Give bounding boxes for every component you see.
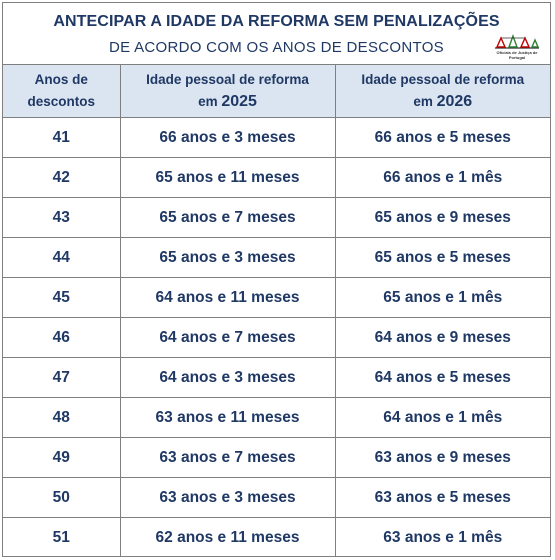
cell-years: 43 xyxy=(3,197,121,238)
page-title: ANTECIPAR A IDADE DA REFORMA SEM PENALIZ… xyxy=(53,13,500,30)
col-header-year: 2026 xyxy=(436,93,473,110)
cell-age-2025: 64 anos e 7 meses xyxy=(120,317,336,358)
table-row: 48 63 anos e 11 meses 64 anos e 1 mês xyxy=(3,397,550,438)
table-row: 46 64 anos e 7 meses 64 anos e 9 meses xyxy=(3,317,550,358)
cell-age-2026: 63 anos e 5 meses xyxy=(335,477,550,518)
cell-age-2026: 63 anos e 9 meses xyxy=(335,437,550,478)
title-block: ANTECIPAR A IDADE DA REFORMA SEM PENALIZ… xyxy=(3,3,550,65)
cell-age-2026: 65 anos e 5 meses xyxy=(335,237,550,278)
col-header-age-label: Idade pessoal de reforma xyxy=(361,72,525,87)
cell-years: 48 xyxy=(3,397,121,438)
cell-age-2026: 63 anos e 1 mês xyxy=(383,528,503,546)
cell-years: 51 xyxy=(3,517,121,557)
col-header-prefix: em xyxy=(198,94,218,109)
cell-age-2025: 65 anos e 11 meses xyxy=(120,157,336,198)
cell-age-2026: 65 anos e 9 meses xyxy=(335,197,550,238)
cell-years: 50 xyxy=(3,477,121,518)
cell-years: 41 xyxy=(3,117,121,158)
col-header-year: 2025 xyxy=(221,93,257,110)
cell-years: 47 xyxy=(3,357,121,398)
table-row: 41 66 anos e 3 meses 66 anos e 5 meses xyxy=(3,117,550,158)
cell-age-2026: 64 anos e 9 meses xyxy=(335,317,550,358)
col-header-years-line1: Anos de xyxy=(34,72,88,87)
cell-age-2026: 65 anos e 1 mês xyxy=(335,277,550,318)
cell-age-2025: 63 anos e 7 meses xyxy=(120,437,336,478)
cell-age-2025: 64 anos e 11 meses xyxy=(120,277,336,318)
table-row: 50 63 anos e 3 meses 63 anos e 5 meses xyxy=(3,477,550,518)
cell-years: 45 xyxy=(3,277,121,318)
table-row: 42 65 anos e 11 meses 66 anos e 1 mês xyxy=(3,157,550,198)
cell-age-2026: 66 anos e 1 mês xyxy=(335,157,550,198)
table-row: 47 64 anos e 3 meses 64 anos e 5 meses xyxy=(3,357,550,398)
cell-age-2025: 64 anos e 3 meses xyxy=(120,357,336,398)
col-header-years: Anos de descontos xyxy=(3,65,121,118)
cell-age-2025: 63 anos e 3 meses xyxy=(120,477,336,518)
table-header-row: Anos de descontos Idade pessoal de refor… xyxy=(3,65,550,118)
cell-years: 44 xyxy=(3,237,121,278)
cell-age-2026: 64 anos e 1 mês xyxy=(335,397,550,438)
cell-years: 46 xyxy=(3,317,121,358)
col-header-years-line2: descontos xyxy=(27,94,95,109)
table-row: 43 65 anos e 7 meses 65 anos e 9 meses xyxy=(3,197,550,238)
col-header-2026: Idade pessoal de reforma em 2026 xyxy=(335,65,550,118)
cell-years: 49 xyxy=(3,437,121,478)
cell-age-2025: 65 anos e 3 meses xyxy=(120,237,336,278)
table-row: 49 63 anos e 7 meses 63 anos e 9 meses xyxy=(3,437,550,478)
col-header-age-label: Idade pessoal de reforma xyxy=(146,72,309,87)
retirement-age-table: Anos de descontos Idade pessoal de refor… xyxy=(3,65,550,557)
cell-age-2025: 66 anos e 3 meses xyxy=(120,117,336,158)
cell-age-2025: 63 anos e 11 meses xyxy=(120,397,336,438)
scales-logo-icon xyxy=(495,33,540,49)
page-subtitle: DE ACORDO COM OS ANOS DE DESCONTOS xyxy=(109,39,444,56)
cell-age-2025: 65 anos e 7 meses xyxy=(120,197,336,238)
col-header-2025: Idade pessoal de reforma em 2025 xyxy=(120,65,336,118)
logo-caption: Oficiais de Justiça de Portugal xyxy=(496,50,538,60)
table-row: 44 65 anos e 3 meses 65 anos e 5 meses xyxy=(3,237,550,278)
oficiais-justica-logo: Oficiais de Justiça de Portugal xyxy=(492,31,542,61)
cell-age-2025: 62 anos e 11 meses xyxy=(120,517,336,557)
table-row: 51 62 anos e 11 meses 63 anos e 1 mês xyxy=(3,517,550,557)
col-header-prefix: em xyxy=(413,94,433,109)
cell-years: 42 xyxy=(3,157,121,198)
table-row: 45 64 anos e 11 meses 65 anos e 1 mês xyxy=(3,277,550,318)
cell-age-2026: 64 anos e 5 meses xyxy=(335,357,550,398)
cell-age-2026: 66 anos e 5 meses xyxy=(335,117,550,158)
